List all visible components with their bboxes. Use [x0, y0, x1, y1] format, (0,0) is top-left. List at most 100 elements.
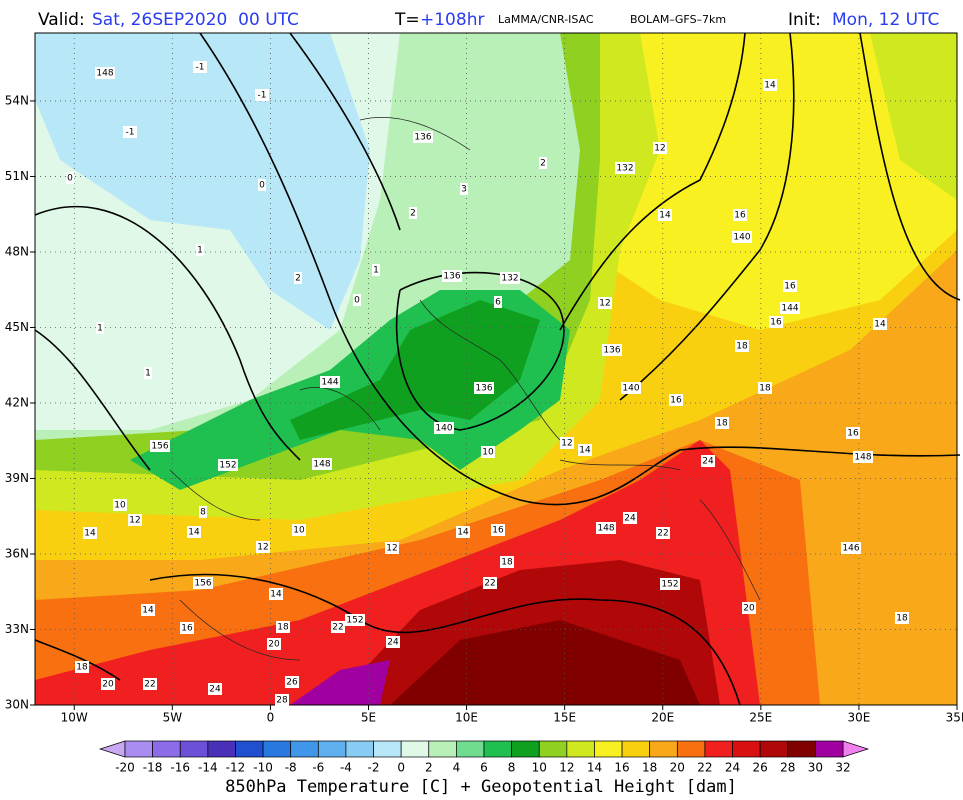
contour-label-bg	[141, 604, 155, 616]
contour-label-bg	[75, 661, 89, 673]
colorbar-box	[732, 740, 761, 758]
contour-label: 22	[484, 579, 495, 589]
x-tick-label: 30E	[847, 711, 870, 725]
contour-label-bg	[623, 512, 637, 524]
contour-label: 16	[784, 282, 796, 292]
temperature-zone	[390, 620, 700, 705]
contour-label: 18	[76, 663, 88, 673]
contour-label-bg	[144, 367, 152, 379]
contour-label-bg	[96, 322, 104, 334]
contour-label-bg	[715, 417, 729, 429]
colorbar-label: 14	[587, 761, 602, 775]
contour-label-bg	[701, 455, 715, 467]
contour-label-bg	[853, 451, 873, 463]
contour-label: 2	[295, 274, 301, 284]
contour-label: 140	[435, 424, 452, 434]
contour-label: 22	[332, 623, 343, 633]
contour-label: 22	[657, 529, 668, 539]
contour-label: 14	[84, 529, 96, 539]
contour-label: 144	[781, 304, 798, 314]
colorbar-box	[538, 740, 568, 758]
colorbar-box	[152, 740, 181, 758]
contour-label: 24	[624, 514, 636, 524]
colorbar-below	[98, 740, 126, 758]
contour-label: 136	[443, 272, 460, 282]
contour-label-bg	[353, 294, 361, 306]
x-tick-label: 10W	[61, 711, 88, 725]
contour-label-bg	[841, 542, 861, 554]
contour-label: 148	[313, 460, 330, 470]
colorbar-label: -20	[115, 761, 135, 775]
contour-label: 16	[181, 624, 193, 634]
contour-label: 156	[194, 579, 211, 589]
colorbar-box	[815, 740, 844, 758]
contour-label: 10	[293, 526, 305, 536]
contour-label-bg	[669, 394, 683, 406]
contour-label-bg	[615, 162, 635, 174]
y-tick-label: 39N	[5, 471, 29, 485]
x-tick-label: 35E	[946, 711, 963, 725]
contour-label-bg	[312, 458, 332, 470]
colorbar-label: 0	[397, 761, 405, 775]
colorbar-label: 28	[780, 761, 795, 775]
contour-label: 14	[659, 211, 671, 221]
temperature-zone	[290, 300, 540, 440]
contour-label-bg	[123, 126, 137, 138]
contour-label-bg	[658, 209, 672, 221]
colorbar-label: 32	[835, 761, 850, 775]
contour-label-bg	[320, 376, 340, 388]
contour-label-bg	[742, 602, 756, 614]
contour-label: 12	[129, 516, 140, 526]
colorbar-label: 22	[697, 761, 712, 775]
contour-label: 0	[354, 296, 360, 306]
contour-label-bg	[846, 427, 860, 439]
contour-label: 16	[492, 526, 504, 536]
contour-label-bg	[578, 444, 592, 456]
temperature-zone	[35, 33, 370, 330]
colorbar-title: 850hPa Temperature [C] + Geopotential He…	[225, 777, 737, 797]
contour-label-bg	[598, 297, 612, 309]
contour-label-bg	[596, 522, 616, 534]
contour-label: 16	[847, 429, 859, 439]
contour-label-bg	[735, 340, 749, 352]
contour-label: 18	[759, 384, 771, 394]
colorbar-box	[317, 740, 347, 758]
x-tick-label: 20E	[651, 711, 674, 725]
contour-label: 12	[599, 299, 610, 309]
contour-label: 14	[764, 81, 776, 91]
y-tick-label: 54N	[5, 93, 29, 107]
contour-label: 136	[475, 384, 492, 394]
contour-label-bg	[285, 676, 299, 688]
contour-label-bg	[456, 526, 470, 538]
valid-time: Sat, 26SEP2020 00 UTC	[92, 10, 299, 30]
colorbar-label: 24	[725, 761, 740, 775]
contour-label-bg	[413, 131, 433, 143]
colorbar-label: 16	[614, 761, 629, 775]
contour-label: 16	[770, 318, 782, 328]
contour-label-bg	[66, 172, 74, 184]
contour-label: 14	[457, 528, 469, 538]
x-tick-label: 25E	[749, 711, 772, 725]
contour-label-bg	[372, 264, 380, 276]
contour-label: 18	[736, 342, 748, 352]
contour-label: 20	[743, 604, 755, 614]
contour-label-bg	[780, 302, 800, 314]
colorbar-box	[676, 740, 706, 758]
temperature-zone	[870, 33, 957, 200]
contour-label-bg	[385, 542, 399, 554]
colorbar-label: -10	[253, 761, 273, 775]
y-tick-label: 30N	[5, 698, 29, 712]
colorbar-box	[621, 740, 651, 758]
contour-label-bg	[276, 621, 290, 633]
y-tick-label: 33N	[5, 622, 29, 636]
forecast-step: +108hr	[420, 10, 484, 30]
contour-label-bg	[269, 588, 283, 600]
contour-label-bg	[873, 318, 887, 330]
colorbar-box	[207, 740, 236, 758]
contour-label-bg	[409, 207, 417, 219]
colorbar-box	[124, 740, 153, 758]
contour-label-bg	[481, 446, 495, 458]
contour-label-bg	[255, 89, 269, 101]
contour-label-bg	[621, 382, 641, 394]
